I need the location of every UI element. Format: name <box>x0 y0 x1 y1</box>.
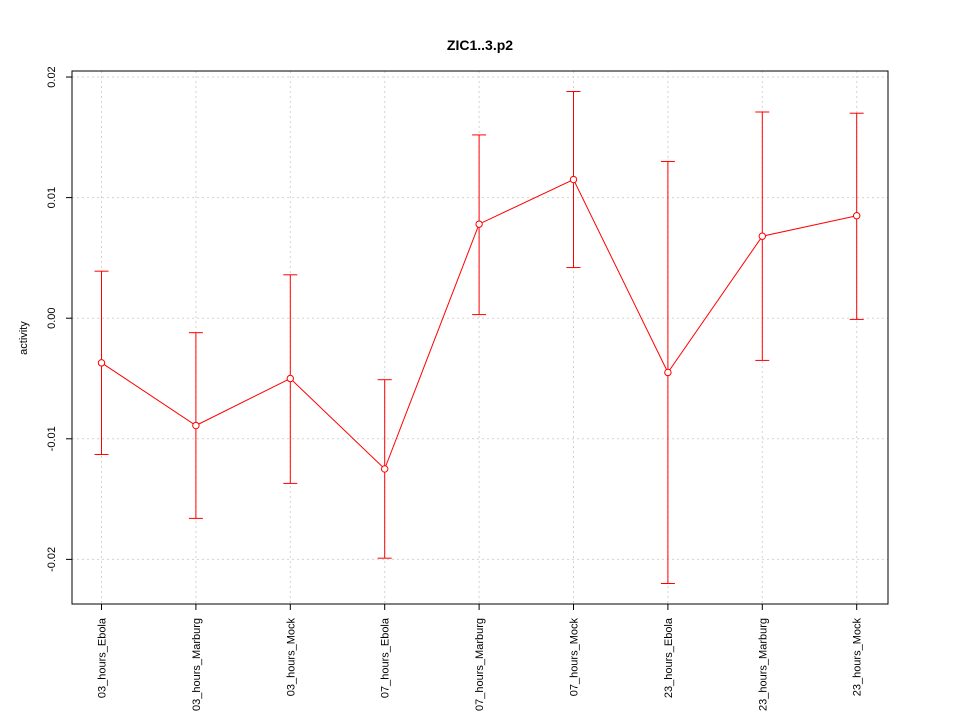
chart-title: ZIC1..3.p2 <box>447 37 513 53</box>
data-point <box>97 359 106 367</box>
data-point <box>664 368 672 377</box>
x-tick-label: 03_hours_Mock <box>285 618 297 697</box>
x-tick-label: 03_hours_Ebola <box>97 617 109 698</box>
x-tick-label: 23_hours_Ebola <box>663 617 675 698</box>
y-tick-label: -0.01 <box>46 426 58 451</box>
x-tick-label: 03_hours_Marburg <box>191 618 203 711</box>
y-tick-label: -0.02 <box>46 547 58 572</box>
data-point <box>758 232 766 240</box>
data-point <box>381 465 389 473</box>
y-tick-label: 0.01 <box>46 187 58 208</box>
x-tick-label: 07_hours_Marburg <box>474 618 486 711</box>
axes: -0.02 -0.01 0.00 0.01 0.02 03_hours_Ebola 03_h… <box>46 66 889 711</box>
data-point <box>475 220 483 228</box>
data-point <box>192 421 200 430</box>
plot-border <box>71 70 889 605</box>
x-tick-label: 07_hours_Mock <box>569 618 581 697</box>
grid <box>72 71 888 604</box>
y-tick-label: 0.02 <box>46 66 58 87</box>
data-point <box>853 212 861 220</box>
y-axis-label: activity <box>18 321 30 355</box>
x-tick-label: 23_hours_Mock <box>852 618 864 697</box>
y-tick-label: 0.00 <box>46 307 58 328</box>
x-tick-label: 23_hours_Marburg <box>757 618 769 711</box>
data-series <box>94 91 864 584</box>
data-point <box>286 374 294 383</box>
data-point <box>569 175 578 184</box>
x-tick-label: 07_hours_Ebola <box>380 617 392 698</box>
